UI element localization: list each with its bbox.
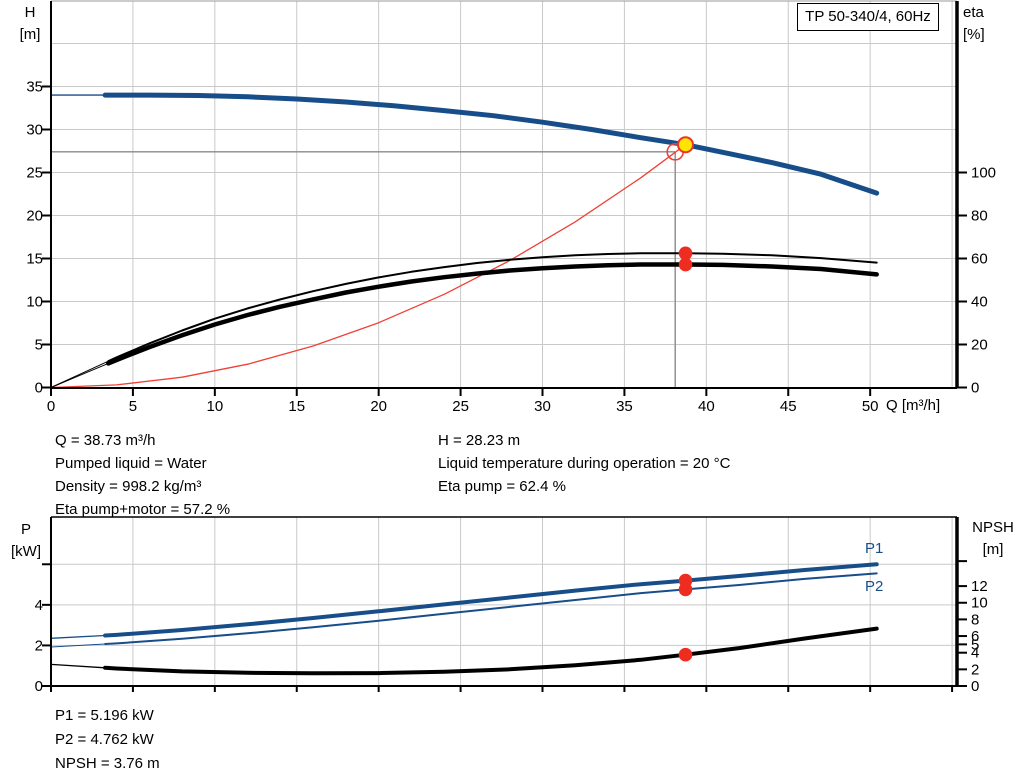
svg-text:15: 15 [288, 398, 305, 415]
tick-labels: 0 5 10 15 20 25 30 35 0 5 10 15 20 25 30 35 40 45 50 0 20 40 6… [26, 79, 996, 416]
axes [42, 516, 967, 692]
info-npsh: NPSH = 3.76 m [55, 755, 160, 772]
p2-series-label: P2 [865, 578, 884, 595]
svg-text:30: 30 [534, 398, 551, 415]
svg-text:80: 80 [971, 208, 988, 225]
eta-axis-label-line2: [%] [963, 26, 985, 43]
svg-text:30: 30 [26, 122, 43, 139]
svg-text:10: 10 [26, 294, 43, 311]
svg-text:20: 20 [971, 337, 988, 354]
svg-text:2: 2 [35, 637, 43, 654]
svg-text:35: 35 [616, 398, 633, 415]
eta-pump-dot [678, 246, 693, 261]
svg-text:25: 25 [26, 165, 43, 182]
p-axis-label-line1: P [20, 521, 31, 538]
grid [51, 1, 957, 388]
grid [51, 517, 957, 686]
performance-curve-chart: 0 5 10 15 20 25 30 35 0 5 10 15 20 25 30 35 40 45 50 0 20 40 6… [26, 0, 996, 416]
duty-info-left: Q = 38.73 m³/h Pumped liquid = Water Den… [55, 429, 230, 521]
info-density: Density = 998.2 kg/m³ [55, 478, 202, 495]
svg-text:45: 45 [780, 398, 797, 415]
svg-text:4: 4 [971, 645, 979, 662]
svg-text:35: 35 [26, 79, 43, 96]
svg-text:100: 100 [971, 165, 996, 182]
series-head-curve [50, 92, 880, 196]
power-info: P1 = 5.196 kW P2 = 4.762 kW NPSH = 3.76 … [55, 704, 160, 776]
svg-text:2: 2 [971, 661, 979, 678]
info-h: H = 28.23 m [438, 432, 521, 449]
eta-pump-motor-dot [678, 257, 693, 272]
npsh-axis-label: NPSH [m] [965, 517, 1021, 561]
h-axis-label-line2: [m] [19, 26, 41, 43]
svg-text:20: 20 [26, 208, 43, 225]
duty-info-right: H = 28.23 m Liquid temperature during op… [438, 429, 730, 498]
series-npsh-curve [50, 626, 879, 676]
svg-text:25: 25 [452, 398, 469, 415]
p-axis-label: P [kW] [4, 519, 48, 563]
svg-text:0: 0 [971, 380, 979, 397]
series-eta-pump-curve [50, 252, 878, 388]
eta-axis-label: eta [%] [963, 2, 1013, 46]
svg-text:12: 12 [971, 578, 988, 595]
svg-text:4: 4 [35, 597, 43, 614]
svg-text:0: 0 [47, 398, 55, 415]
svg-text:6: 6 [971, 628, 979, 645]
info-q: Q = 38.73 m³/h [55, 432, 156, 449]
svg-text:50: 50 [862, 398, 879, 415]
npsh-axis-label-line2: [m] [982, 541, 1004, 558]
h-axis-label: H [m] [10, 2, 50, 46]
duty-crosshair [51, 151, 676, 388]
chart-title: TP 50-340/4, 60Hz [797, 3, 939, 31]
svg-text:40: 40 [698, 398, 715, 415]
info-eta-pump-motor: Eta pump+motor = 57.2 % [55, 501, 231, 518]
series-eta-pump-motor-curve [50, 262, 879, 388]
info-eta-pump: Eta pump = 62.4 % [438, 478, 566, 495]
info-p2: P2 = 4.762 kW [55, 731, 154, 748]
svg-text:5: 5 [971, 636, 979, 653]
info-liquid-temp: Liquid temperature during operation = 20… [438, 455, 731, 472]
series-system-curve [50, 144, 687, 389]
duty-markers [678, 573, 693, 662]
svg-text:5: 5 [35, 337, 43, 354]
svg-text:15: 15 [26, 251, 43, 268]
svg-text:8: 8 [971, 611, 979, 628]
svg-text:60: 60 [971, 251, 988, 268]
info-pumped-liquid: Pumped liquid = Water [55, 455, 207, 472]
duty-point-yellow [677, 136, 695, 154]
series-p2-curve [50, 572, 878, 648]
p1-series-label: P1 [865, 540, 884, 557]
info-p1: P1 = 5.196 kW [55, 707, 154, 724]
svg-text:5: 5 [129, 398, 137, 415]
h-axis-label-line1: H [24, 4, 36, 21]
q-axis-unit-label: Q [m³/h] [886, 397, 941, 414]
svg-text:0: 0 [35, 380, 43, 397]
series-p1-curve [50, 562, 879, 639]
svg-text:40: 40 [971, 294, 988, 311]
npsh-axis-label-line1: NPSH [972, 519, 1014, 536]
duty-markers [666, 136, 695, 272]
p2-dot [678, 582, 693, 597]
npsh-dot [678, 647, 693, 662]
svg-text:10: 10 [971, 595, 988, 612]
p-axis-label-line2: [kW] [11, 543, 41, 560]
svg-text:20: 20 [370, 398, 387, 415]
eta-axis-label-line1: eta [963, 4, 984, 21]
axes [42, 0, 967, 396]
svg-text:0: 0 [971, 678, 979, 695]
svg-text:10: 10 [206, 398, 223, 415]
svg-text:0: 0 [35, 678, 43, 695]
